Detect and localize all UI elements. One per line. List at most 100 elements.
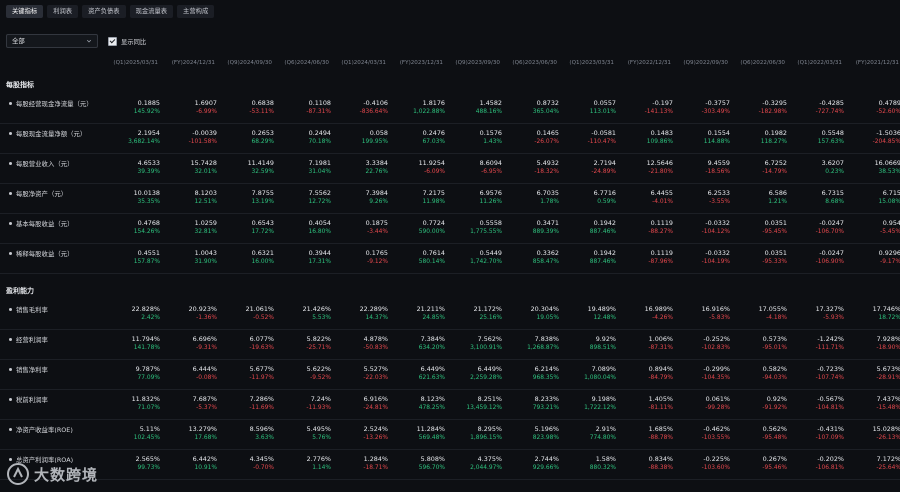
- tab-3[interactable]: 现金流量表: [129, 5, 174, 18]
- metric-yoy: 1,742.70%: [470, 259, 502, 265]
- column-header[interactable]: (Q1)2023/03/31: [569, 60, 614, 66]
- metric-value: 1.284%: [363, 455, 388, 463]
- metric-value: -0.197: [652, 99, 673, 107]
- metric-yoy: -87.96%: [648, 259, 673, 265]
- tab-2[interactable]: 资产负债表: [82, 5, 126, 18]
- metric-value: 6.7035: [536, 189, 559, 197]
- tab-0[interactable]: 关键指标: [6, 5, 44, 18]
- tab-bar: 关键指标 利润表 资产负债表 现金流量表 主营构成: [6, 5, 215, 18]
- metric-yoy: -88.38%: [648, 465, 673, 471]
- metric-yoy: 889.39%: [532, 229, 559, 235]
- metric-value: 8.1203: [194, 189, 217, 197]
- metric-row[interactable]: 每股现金流量净额（元） 2.1954 3,682.14% -0.0039 -101.58…: [0, 124, 900, 154]
- tab-4[interactable]: 主营构成: [177, 5, 215, 18]
- metric-yoy: 0.59%: [597, 199, 616, 205]
- metric-yoy: 12.72%: [308, 199, 331, 205]
- bullet-icon: [9, 308, 12, 311]
- metric-value: 0.3471: [536, 219, 559, 227]
- bullet-icon: [9, 102, 12, 105]
- metric-yoy: -25.71%: [306, 345, 331, 351]
- metric-row[interactable]: 稀释每股收益（元） 0.4551 157.87% 1.0043 31.90% 0.6321…: [0, 244, 900, 274]
- metric-yoy: -26.13%: [876, 435, 900, 441]
- metric-yoy: 17.31%: [308, 259, 331, 265]
- metric-value: 6.077%: [249, 335, 274, 343]
- column-header[interactable]: (Q6)2022/06/30: [740, 60, 785, 66]
- column-header[interactable]: (Q1)2025/03/31: [113, 60, 158, 66]
- metric-row[interactable]: 总资产利润率(ROA) 2.565% 99.73% 6.442% 10.91% 4.345…: [0, 450, 900, 480]
- metric-value: 0.7614: [422, 249, 445, 257]
- metric-value: 11.284%: [416, 425, 445, 433]
- metric-value: 8.233%: [534, 395, 559, 403]
- column-header[interactable]: (Q9)2022/09/30: [683, 60, 728, 66]
- tab-1[interactable]: 利润表: [47, 5, 79, 18]
- metric-yoy: -141.13%: [644, 109, 673, 115]
- metric-row[interactable]: 经营利润率 11.794% 141.78% 6.696% -9.31% 6.077% -19…: [0, 330, 900, 360]
- metric-value: 12.5646: [646, 159, 673, 167]
- metric-yoy: -9.12%: [367, 259, 388, 265]
- metric-yoy: 1,896.15%: [470, 435, 502, 441]
- metric-yoy: 18.72%: [878, 315, 900, 321]
- column-header[interactable]: (Q1)2022/03/31: [797, 60, 842, 66]
- metric-yoy: -5.83%: [709, 315, 730, 321]
- metric-row[interactable]: 销售毛利率 22.828% 2.42% 20.923% -1.36% 21.061% -0.…: [0, 300, 900, 330]
- metric-row[interactable]: 销售净利率 9.787% 77.09% 6.444% -0.08% 5.677% -11.9…: [0, 360, 900, 390]
- metric-yoy: 488.16%: [475, 109, 502, 115]
- metric-row[interactable]: 基本每股收益（元） 0.4768 154.26% 1.0259 32.81% 0.6543…: [0, 214, 900, 244]
- show-yoy-checkbox[interactable]: [108, 37, 117, 46]
- column-header[interactable]: (FY)2021/12/31: [855, 60, 899, 66]
- metric-yoy: 31.90%: [194, 259, 217, 265]
- metric-yoy: 109.86%: [646, 139, 673, 145]
- metric-value: 21.426%: [302, 305, 331, 313]
- metric-value: 0.061%: [705, 395, 730, 403]
- metric-row[interactable]: 税前利润率 11.832% 71.07% 7.687% -5.37% 7.286% -11.…: [0, 390, 900, 420]
- metric-yoy: 113.01%: [589, 109, 616, 115]
- column-header[interactable]: (Q6)2023/06/30: [512, 60, 557, 66]
- metric-yoy: 887.46%: [589, 259, 616, 265]
- metric-yoy: -106.70%: [815, 229, 844, 235]
- metric-value: 1.4582: [479, 99, 502, 107]
- metric-row[interactable]: 每股营业收入（元） 4.6533 39.39% 15.7428 32.01% 11.414…: [0, 154, 900, 184]
- metric-yoy: 596.70%: [418, 465, 445, 471]
- metric-yoy: -9.52%: [310, 375, 331, 381]
- metric-value: 0.894%: [648, 365, 673, 373]
- metric-value: 0.0351: [764, 219, 787, 227]
- metric-yoy: 32.81%: [194, 229, 217, 235]
- metric-yoy: -21.80%: [648, 169, 673, 175]
- metric-value: 0.7724: [422, 219, 445, 227]
- column-header[interactable]: (Q1)2024/03/31: [341, 60, 386, 66]
- metric-row[interactable]: 每股经营现金净流量（元） 0.1885 145.92% 1.6907 -6.99% 0.6…: [0, 94, 900, 124]
- column-header[interactable]: (FY)2022/12/31: [627, 60, 671, 66]
- metric-value: 0.0351: [764, 249, 787, 257]
- metric-yoy: 9.26%: [369, 199, 388, 205]
- metric-value: 2.7194: [593, 159, 616, 167]
- metric-value: 6.7252: [764, 159, 787, 167]
- metric-value: 0.2476: [422, 129, 445, 137]
- metric-row[interactable]: 每股净资产（元） 10.0138 35.35% 8.1203 12.51% 7.8755 1…: [0, 184, 900, 214]
- column-header[interactable]: (Q6)2024/06/30: [284, 60, 329, 66]
- metric-yoy: -18.71%: [363, 465, 388, 471]
- metric-value: 6.4455: [650, 189, 673, 197]
- metric-yoy: 929.66%: [532, 465, 559, 471]
- metric-value: 3.3384: [365, 159, 388, 167]
- row-divider: [0, 419, 900, 420]
- category-select[interactable]: 全部: [6, 34, 98, 48]
- metric-yoy: -104.81%: [815, 405, 844, 411]
- metric-row[interactable]: 净资产收益率(ROE) 5.11% 102.45% 13.279% 17.68% 8.59…: [0, 420, 900, 450]
- metric-value: 5.673%: [876, 365, 900, 373]
- metric-value: 0.1875: [365, 219, 388, 227]
- metric-yoy: -53.11%: [249, 109, 274, 115]
- metric-yoy: 0.23%: [825, 169, 844, 175]
- metric-value: 0.1465: [536, 129, 559, 137]
- column-header[interactable]: (Q9)2024/09/30: [227, 60, 272, 66]
- column-header[interactable]: (Q9)2023/09/30: [455, 60, 500, 66]
- metric-value: 5.622%: [306, 365, 331, 373]
- bullet-icon: [9, 132, 12, 135]
- column-header[interactable]: (FY)2024/12/31: [171, 60, 215, 66]
- metric-yoy: -107.09%: [815, 435, 844, 441]
- metric-yoy: -4.26%: [652, 315, 673, 321]
- metric-label: 每股营业收入（元）: [16, 160, 74, 168]
- column-header[interactable]: (FY)2023/12/31: [399, 60, 443, 66]
- metric-yoy: 77.09%: [137, 375, 160, 381]
- metric-value: 19.489%: [587, 305, 616, 313]
- show-yoy-toggle[interactable]: 显示同比: [108, 37, 146, 46]
